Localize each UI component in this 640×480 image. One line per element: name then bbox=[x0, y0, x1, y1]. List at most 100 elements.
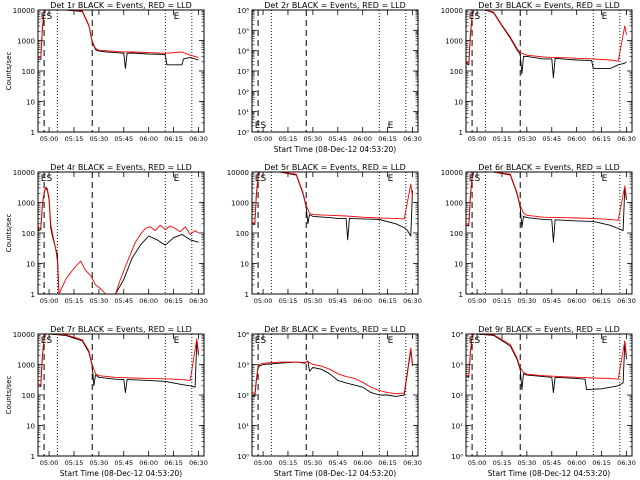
y-tick-label: 100 bbox=[450, 68, 463, 76]
y-tick-label: 10 bbox=[454, 99, 463, 107]
chart-panel-1: Det 1r BLACK = Events, RED = LLD Counts/s… bbox=[5, 1, 208, 143]
plot-frame bbox=[465, 171, 633, 295]
x-tick-label: 06:00 bbox=[139, 135, 158, 143]
x-tick-label: 05:45 bbox=[542, 297, 561, 305]
x-tick-label: 05:30 bbox=[517, 459, 536, 467]
y-tick-label: 10⁶ bbox=[237, 7, 249, 15]
x-tick-label: 05:30 bbox=[303, 459, 322, 467]
plot-frame bbox=[37, 171, 205, 295]
event-marker-label: E bbox=[602, 174, 608, 184]
x-tick-label: 05:45 bbox=[328, 297, 347, 305]
x-tick-label: 06:15 bbox=[164, 135, 183, 143]
plot-frame bbox=[37, 333, 205, 457]
x-tick-label: 06:00 bbox=[567, 135, 586, 143]
x-tick-label: 05:00 bbox=[40, 135, 59, 143]
x-tick-label: 05:15 bbox=[65, 135, 84, 143]
event-marker-label: ES bbox=[255, 174, 267, 184]
x-tick-label: 05:45 bbox=[114, 459, 133, 467]
event-marker-label: ES bbox=[255, 336, 267, 346]
x-tick-label: 05:15 bbox=[493, 135, 512, 143]
x-tick-label: 06:00 bbox=[567, 459, 586, 467]
y-tick-label: 10² bbox=[237, 88, 249, 96]
y-tick-label: 10 bbox=[240, 261, 249, 269]
event-marker-label: ES bbox=[41, 12, 53, 22]
y-tick-label: 10000 bbox=[13, 7, 35, 15]
x-tick-label: 05:00 bbox=[254, 135, 273, 143]
x-tick-label: 05:15 bbox=[65, 297, 84, 305]
x-tick-label: 06:00 bbox=[139, 459, 158, 467]
y-tick-label: 10³ bbox=[237, 68, 249, 76]
chart-panel-9: Det 9r BLACK = Events, RED = LLD Start Ti… bbox=[451, 325, 636, 478]
x-tick-label: 05:15 bbox=[493, 297, 512, 305]
x-tick-label: 06:30 bbox=[617, 459, 636, 467]
lld-series-line bbox=[37, 9, 199, 59]
x-tick-label: 06:00 bbox=[567, 297, 586, 305]
y-tick-label: 10³ bbox=[451, 362, 463, 370]
x-tick-label: 05:45 bbox=[328, 459, 347, 467]
x-tick-label: 06:15 bbox=[378, 297, 397, 305]
chart-title: Det 9r BLACK = Events, RED = LLD bbox=[478, 325, 620, 334]
x-tick-label: 05:30 bbox=[89, 297, 108, 305]
event-marker-label: E bbox=[174, 174, 180, 184]
event-marker-label: E bbox=[174, 12, 180, 22]
x-tick-label: 06:00 bbox=[353, 297, 372, 305]
y-tick-label: 1 bbox=[31, 453, 35, 461]
y-axis-label: Counts/sec bbox=[5, 52, 13, 91]
chart-title: Det 4r BLACK = Events, RED = LLD bbox=[50, 163, 192, 172]
chart-panel-8: Det 8r BLACK = Events, RED = LLD Start Ti… bbox=[237, 325, 422, 478]
x-tick-label: 05:30 bbox=[89, 459, 108, 467]
event-marker-label: E bbox=[602, 336, 608, 346]
chart-title: Det 3r BLACK = Events, RED = LLD bbox=[478, 1, 620, 10]
x-tick-label: 05:00 bbox=[468, 135, 487, 143]
x-tick-label: 05:45 bbox=[114, 135, 133, 143]
y-tick-label: 10 bbox=[26, 261, 35, 269]
x-tick-label: 06:00 bbox=[353, 135, 372, 143]
y-tick-label: 100 bbox=[22, 392, 35, 400]
y-tick-label: 10³ bbox=[237, 362, 249, 370]
y-tick-label: 10⁰ bbox=[237, 453, 249, 461]
x-tick-label: 06:15 bbox=[164, 459, 183, 467]
x-tick-label: 06:30 bbox=[189, 297, 208, 305]
event-marker-label: ES bbox=[41, 336, 53, 346]
y-tick-label: 10⁵ bbox=[237, 27, 249, 35]
lld-series-line bbox=[465, 9, 627, 64]
event-marker-label: E bbox=[388, 121, 394, 131]
y-tick-label: 10² bbox=[237, 392, 249, 400]
event-marker-label: ES bbox=[255, 121, 267, 131]
x-tick-label: 06:15 bbox=[592, 297, 611, 305]
y-tick-label: 10 bbox=[26, 99, 35, 107]
x-tick-label: 06:15 bbox=[378, 459, 397, 467]
y-tick-label: 100 bbox=[22, 230, 35, 238]
y-tick-label: 10000 bbox=[441, 169, 463, 177]
x-tick-label: 06:30 bbox=[617, 135, 636, 143]
chart-panel-6: Det 6r BLACK = Events, RED = LLD 1 10 100 10… bbox=[441, 163, 636, 305]
lld-series-line bbox=[37, 333, 199, 386]
x-tick-label: 05:30 bbox=[303, 135, 322, 143]
x-tick-label: 05:45 bbox=[542, 135, 561, 143]
y-tick-label: 1000 bbox=[445, 200, 463, 208]
event-marker-label: E bbox=[388, 174, 394, 184]
event-marker-label: E bbox=[174, 336, 180, 346]
plot-frame bbox=[465, 9, 633, 133]
x-tick-label: 05:15 bbox=[493, 459, 512, 467]
chart-panel-3: Det 3r BLACK = Events, RED = LLD 1 10 100 10… bbox=[441, 1, 636, 143]
event-marker-label: E bbox=[388, 336, 394, 346]
chart-panel-5: Det 5r BLACK = Events, RED = LLD 1 10 100 10… bbox=[227, 163, 422, 305]
x-axis-label: Start Time (08-Dec-12 04:53:20) bbox=[488, 469, 610, 478]
y-tick-label: 100 bbox=[450, 230, 463, 238]
chart-panel-2: Det 2r BLACK = Events, RED = LLD Start Ti… bbox=[237, 1, 422, 154]
chart-panel-4: Det 4r BLACK = Events, RED = LLD Counts/s… bbox=[5, 163, 208, 305]
x-tick-label: 05:30 bbox=[89, 135, 108, 143]
y-tick-label: 10² bbox=[451, 392, 463, 400]
lld-series-line bbox=[465, 333, 627, 380]
y-tick-label: 10⁰ bbox=[451, 453, 463, 461]
x-tick-label: 05:30 bbox=[517, 297, 536, 305]
x-tick-label: 06:15 bbox=[378, 135, 397, 143]
x-tick-label: 05:15 bbox=[279, 135, 298, 143]
lld-series-line bbox=[37, 186, 199, 295]
y-tick-label: 1 bbox=[245, 291, 249, 299]
y-tick-label: 1000 bbox=[17, 38, 35, 46]
y-tick-label: 100 bbox=[22, 68, 35, 76]
